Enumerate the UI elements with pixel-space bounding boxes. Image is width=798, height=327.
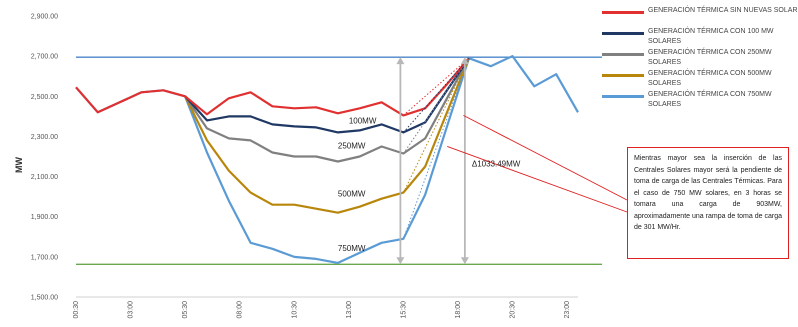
y-tick-label: 1,700.00 — [31, 254, 58, 261]
ramp-dotted-line — [403, 58, 468, 192]
annotation-note-box: Mientras mayor sea la inserción de las C… — [627, 147, 789, 259]
legend-label: GENERACIÓN TÉRMICA SIN NUEVAS SOLAR — [648, 6, 798, 16]
x-tick-label: 10:30 — [291, 301, 298, 319]
series-line-0 — [76, 58, 469, 115]
y-tick-label: 1,900.00 — [31, 214, 58, 221]
ramp-dotted-line — [403, 58, 468, 132]
legend-label: GENERACIÓN TÉRMICA CON 500MW SOLARES — [648, 69, 798, 89]
x-tick-label: 05:30 — [182, 301, 189, 319]
legend-item: GENERACIÓN TÉRMICA CON 750MW SOLARES — [602, 91, 798, 112]
legend-swatch — [602, 95, 644, 98]
delta-arrow-1830 — [461, 57, 469, 264]
series-label: 100MW — [349, 116, 377, 125]
x-tick-label: 15:30 — [400, 301, 407, 319]
callout-line — [463, 115, 627, 200]
series-label: 500MW — [338, 190, 366, 199]
series-label: 250MW — [338, 141, 366, 150]
legend-swatch — [602, 74, 644, 77]
legend-label: GENERACIÓN TÉRMICA CON 750MW SOLARES — [648, 90, 798, 110]
legend-item: GENERACIÓN TÉRMICA CON 500MW SOLARES — [602, 70, 798, 91]
legend-label: GENERACIÓN TÉRMICA CON 100 MW SOLARES — [648, 27, 798, 47]
legend-swatch — [602, 32, 644, 35]
series-label: 750MW — [338, 244, 366, 253]
y-tick-label: 2,300.00 — [31, 134, 58, 141]
legend-item: GENERACIÓN TÉRMICA CON 250MW SOLARES — [602, 49, 798, 70]
x-tick-label: 08:00 — [237, 301, 244, 319]
legend-label: GENERACIÓN TÉRMICA CON 250MW SOLARES — [648, 48, 798, 68]
x-tick-label: 20:30 — [510, 301, 517, 319]
y-tick-label: 2,700.00 — [31, 54, 58, 61]
y-tick-label: 2,900.00 — [31, 14, 58, 21]
x-tick-label: 23:00 — [564, 301, 571, 319]
y-tick-label: 2,500.00 — [31, 94, 58, 101]
delta-annotation: Δ1033.49MW — [472, 160, 521, 169]
legend: GENERACIÓN TÉRMICA SIN NUEVAS SOLAR GENER… — [602, 7, 798, 112]
delta-arrow-1530 — [396, 57, 404, 264]
legend-item: GENERACIÓN TÉRMICA CON 100 MW SOLARES — [602, 28, 798, 49]
x-tick-label: 00:30 — [73, 301, 80, 319]
legend-item: GENERACIÓN TÉRMICA SIN NUEVAS SOLAR — [602, 7, 798, 28]
y-axis-label: MW — [14, 157, 24, 173]
legend-swatch — [602, 11, 644, 14]
x-tick-label: 18:00 — [455, 301, 462, 319]
series-line-1 — [185, 58, 469, 132]
legend-swatch — [602, 53, 644, 56]
y-tick-label: 2,100.00 — [31, 174, 58, 181]
callout-line — [447, 146, 627, 212]
y-tick-label: 1,500.00 — [31, 295, 58, 302]
x-tick-label: 03:00 — [128, 301, 135, 319]
x-tick-label: 13:00 — [346, 301, 353, 319]
